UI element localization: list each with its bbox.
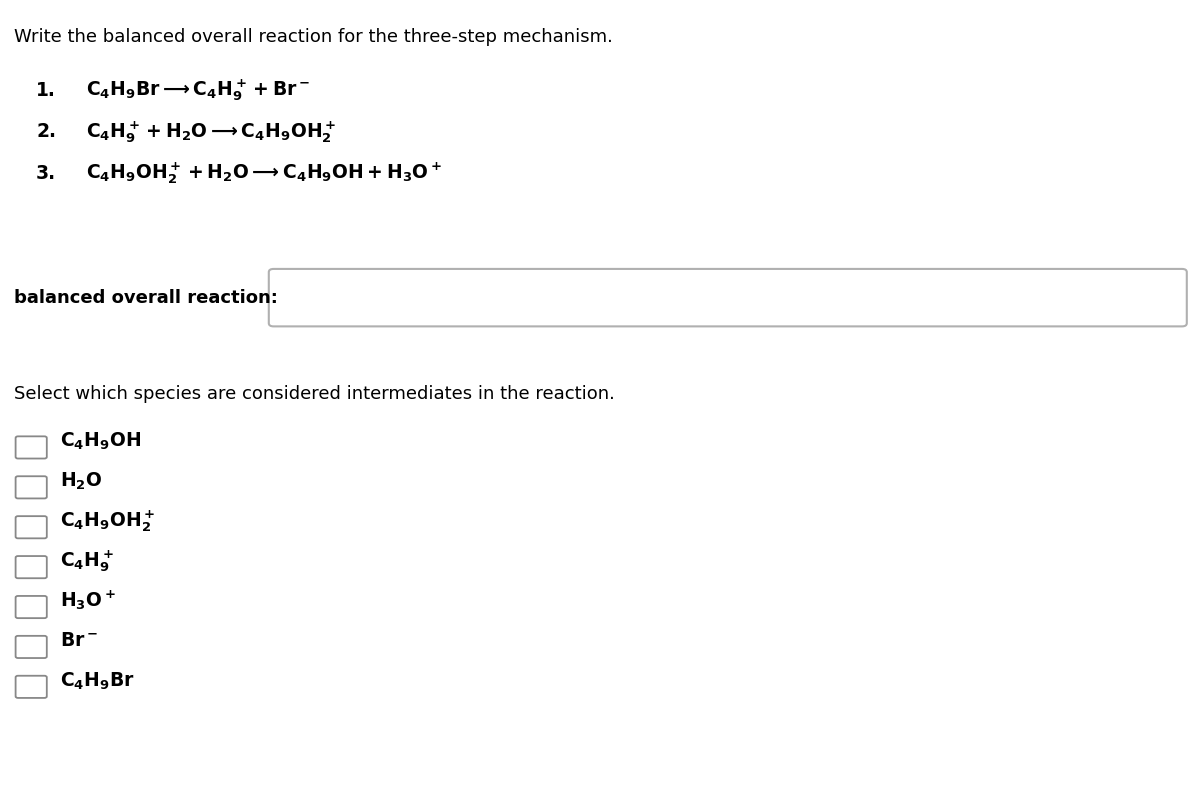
Text: $\mathbf{H_3O^+}$: $\mathbf{H_3O^+}$ — [60, 588, 116, 612]
Text: 1.: 1. — [36, 81, 56, 100]
Text: 2.: 2. — [36, 122, 56, 141]
Text: $\mathbf{C_4H_9^+}$: $\mathbf{C_4H_9^+}$ — [60, 548, 114, 574]
Text: $\mathbf{C_4H_9OH_2^+}$: $\mathbf{C_4H_9OH_2^+}$ — [60, 508, 155, 534]
Text: $\mathbf{H_2O}$: $\mathbf{H_2O}$ — [60, 471, 102, 492]
Text: $\mathbf{C_4H_9Br}$: $\mathbf{C_4H_9Br}$ — [60, 670, 134, 692]
FancyBboxPatch shape — [16, 556, 47, 579]
Text: $\mathbf{Br^-}$: $\mathbf{Br^-}$ — [60, 631, 98, 650]
Text: balanced overall reaction:: balanced overall reaction: — [14, 289, 278, 306]
Text: $\mathbf{C_4H_9^+ + H_2O \longrightarrow C_4H_9OH_2^+}$: $\mathbf{C_4H_9^+ + H_2O \longrightarrow… — [86, 119, 336, 144]
Text: $\mathbf{C_4H_9OH}$: $\mathbf{C_4H_9OH}$ — [60, 431, 142, 452]
FancyBboxPatch shape — [16, 676, 47, 698]
Text: $\mathbf{C_4H_9OH_2^+ + H_2O \longrightarrow C_4H_9OH + H_3O^+}$: $\mathbf{C_4H_9OH_2^+ + H_2O \longrighta… — [86, 160, 443, 186]
FancyBboxPatch shape — [16, 596, 47, 618]
Text: Write the balanced overall reaction for the three-step mechanism.: Write the balanced overall reaction for … — [14, 28, 613, 46]
FancyBboxPatch shape — [16, 476, 47, 499]
Text: $\mathbf{C_4H_9Br \longrightarrow C_4H_9^+ + Br^-}$: $\mathbf{C_4H_9Br \longrightarrow C_4H_9… — [86, 77, 311, 103]
Text: Select which species are considered intermediates in the reaction.: Select which species are considered inte… — [14, 385, 616, 403]
FancyBboxPatch shape — [16, 516, 47, 539]
FancyBboxPatch shape — [269, 269, 1187, 326]
FancyBboxPatch shape — [16, 437, 47, 459]
FancyBboxPatch shape — [16, 636, 47, 658]
Text: 3.: 3. — [36, 164, 56, 183]
